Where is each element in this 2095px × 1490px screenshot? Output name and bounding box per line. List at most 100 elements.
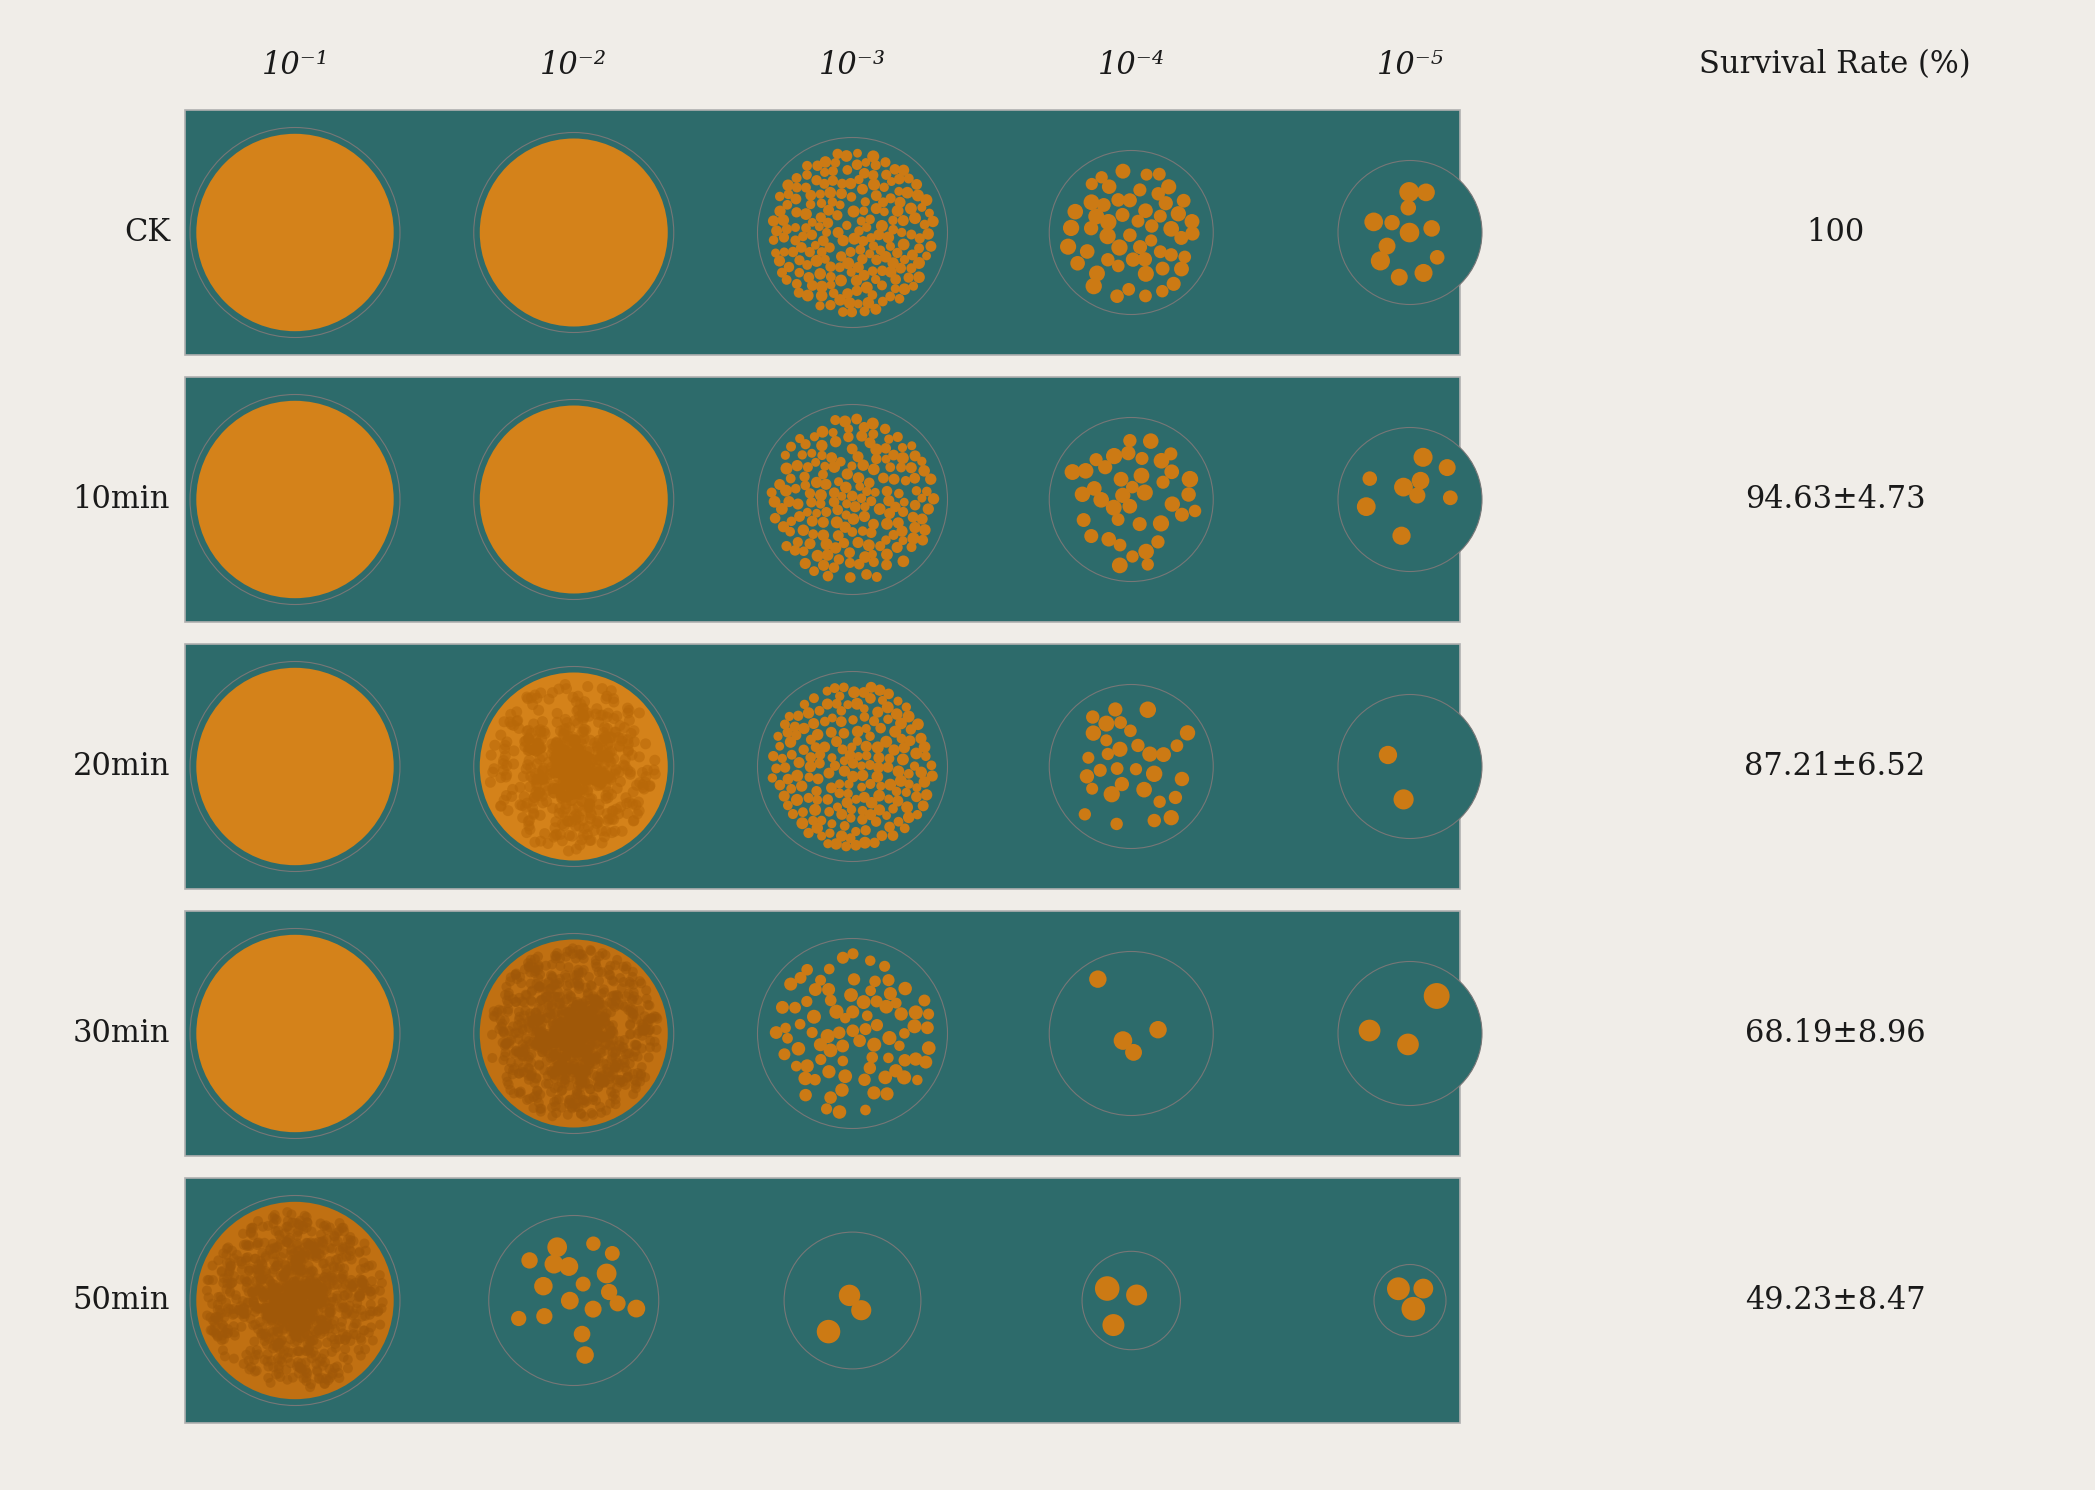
Ellipse shape	[346, 1255, 356, 1265]
Ellipse shape	[293, 1337, 302, 1347]
Ellipse shape	[553, 948, 561, 958]
Ellipse shape	[532, 1039, 543, 1049]
Ellipse shape	[557, 775, 568, 787]
Ellipse shape	[1154, 453, 1169, 468]
Ellipse shape	[574, 1018, 585, 1027]
Ellipse shape	[572, 787, 582, 799]
Ellipse shape	[274, 1363, 283, 1374]
Ellipse shape	[538, 1047, 547, 1058]
Ellipse shape	[1402, 200, 1416, 216]
Ellipse shape	[547, 687, 557, 699]
Ellipse shape	[543, 1049, 553, 1058]
Ellipse shape	[587, 1022, 597, 1033]
Ellipse shape	[277, 1252, 287, 1262]
Ellipse shape	[551, 784, 564, 794]
Ellipse shape	[528, 793, 541, 803]
Ellipse shape	[333, 1237, 344, 1247]
Ellipse shape	[633, 1077, 641, 1086]
Ellipse shape	[823, 839, 832, 848]
Ellipse shape	[293, 1250, 304, 1261]
Ellipse shape	[555, 763, 566, 773]
Ellipse shape	[1102, 748, 1115, 760]
Ellipse shape	[599, 831, 610, 842]
Ellipse shape	[293, 1256, 304, 1265]
Ellipse shape	[1171, 739, 1184, 752]
Ellipse shape	[926, 760, 936, 770]
Ellipse shape	[853, 262, 863, 273]
Ellipse shape	[855, 752, 863, 761]
Ellipse shape	[289, 1316, 300, 1326]
Ellipse shape	[578, 1024, 589, 1034]
Ellipse shape	[591, 955, 601, 966]
Ellipse shape	[348, 1237, 358, 1246]
Ellipse shape	[515, 1012, 524, 1022]
Ellipse shape	[214, 1305, 222, 1314]
Ellipse shape	[270, 1214, 281, 1223]
Ellipse shape	[844, 988, 859, 1001]
Ellipse shape	[293, 1296, 302, 1305]
Ellipse shape	[243, 1356, 253, 1366]
Ellipse shape	[568, 1104, 576, 1113]
Ellipse shape	[836, 691, 844, 700]
Ellipse shape	[547, 1088, 555, 1097]
Ellipse shape	[295, 1292, 304, 1301]
Ellipse shape	[339, 1290, 350, 1301]
Ellipse shape	[300, 1278, 310, 1289]
Ellipse shape	[283, 1322, 291, 1331]
Ellipse shape	[570, 758, 580, 770]
Ellipse shape	[566, 1007, 574, 1018]
Ellipse shape	[561, 1028, 572, 1039]
Ellipse shape	[574, 1037, 585, 1047]
Ellipse shape	[551, 708, 564, 720]
Ellipse shape	[811, 255, 823, 267]
Ellipse shape	[536, 717, 549, 727]
Text: 10⁻⁴: 10⁻⁴	[1098, 49, 1165, 80]
Ellipse shape	[593, 1010, 603, 1021]
Ellipse shape	[821, 462, 830, 471]
Ellipse shape	[333, 1335, 344, 1344]
Ellipse shape	[846, 1025, 859, 1037]
Ellipse shape	[1115, 539, 1127, 551]
Ellipse shape	[536, 1104, 547, 1113]
Ellipse shape	[853, 726, 863, 738]
Ellipse shape	[295, 1347, 304, 1356]
Ellipse shape	[1165, 465, 1179, 480]
Ellipse shape	[591, 1016, 601, 1027]
Ellipse shape	[624, 1030, 635, 1040]
Text: 49.23±8.47: 49.23±8.47	[1745, 1284, 1925, 1316]
Ellipse shape	[270, 1287, 281, 1298]
Ellipse shape	[543, 1031, 551, 1042]
Ellipse shape	[314, 1374, 325, 1384]
Ellipse shape	[1163, 221, 1179, 237]
Ellipse shape	[1175, 772, 1190, 787]
Ellipse shape	[511, 715, 524, 726]
Ellipse shape	[924, 1009, 934, 1019]
Ellipse shape	[1146, 219, 1159, 232]
Ellipse shape	[601, 690, 612, 702]
Ellipse shape	[545, 983, 555, 994]
Ellipse shape	[628, 1068, 639, 1079]
Ellipse shape	[618, 1043, 628, 1052]
Ellipse shape	[1087, 481, 1102, 496]
Ellipse shape	[499, 758, 509, 769]
Ellipse shape	[800, 471, 811, 481]
Ellipse shape	[534, 1089, 545, 1100]
Ellipse shape	[247, 1287, 258, 1296]
Ellipse shape	[844, 779, 853, 788]
Ellipse shape	[918, 994, 930, 1006]
Ellipse shape	[281, 1265, 291, 1275]
Ellipse shape	[781, 200, 792, 210]
Ellipse shape	[314, 1292, 325, 1302]
Ellipse shape	[367, 1286, 375, 1296]
Ellipse shape	[289, 1314, 300, 1323]
Ellipse shape	[1339, 961, 1481, 1106]
Ellipse shape	[321, 1323, 329, 1334]
Ellipse shape	[572, 1030, 582, 1040]
Ellipse shape	[306, 1278, 316, 1289]
Ellipse shape	[306, 1289, 316, 1299]
Ellipse shape	[559, 724, 570, 735]
Ellipse shape	[566, 761, 576, 773]
Ellipse shape	[564, 1010, 574, 1021]
Ellipse shape	[821, 478, 832, 490]
Ellipse shape	[817, 529, 830, 541]
